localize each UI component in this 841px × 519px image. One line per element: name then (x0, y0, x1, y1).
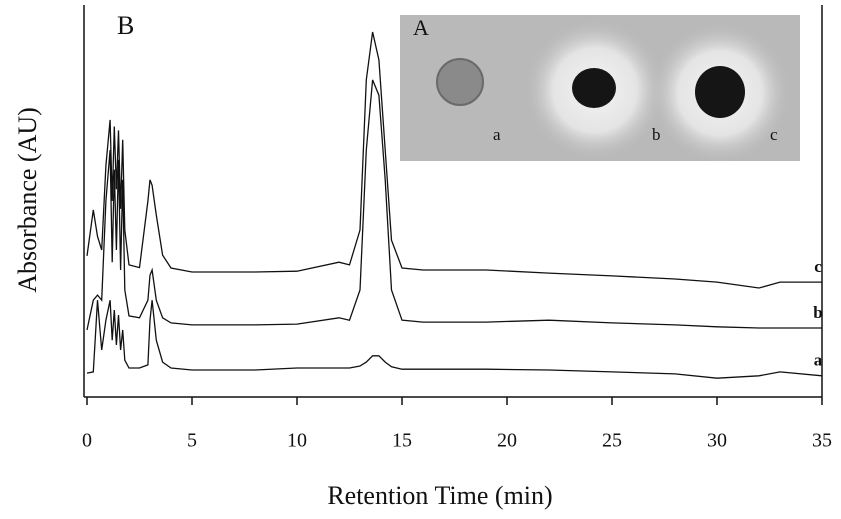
x-tick-label: 0 (82, 430, 92, 452)
spot (436, 58, 484, 106)
x-tick-label: 10 (287, 430, 307, 452)
x-tick-label: 30 (707, 430, 727, 452)
spot-label: a (493, 125, 501, 144)
x-tick-label: 35 (812, 430, 832, 452)
y-axis-title: Absorbance (AU) (13, 107, 42, 293)
series-label: b (813, 303, 822, 322)
spot (695, 66, 745, 118)
inset-image: A a b c (400, 15, 800, 163)
spot-label: b (652, 125, 661, 144)
x-tick-label: 25 (602, 430, 622, 452)
x-tick-label: 20 (497, 430, 517, 452)
x-axis-title: Retention Time (min) (327, 481, 552, 510)
series-label: c (814, 257, 822, 276)
series-label: a (814, 351, 823, 370)
x-tick-label: 5 (187, 430, 197, 452)
series-line (86, 31, 822, 289)
spot-label: c (770, 125, 778, 144)
x-tick-label: 15 (392, 430, 412, 452)
series-line (86, 79, 822, 331)
panel-label: B (117, 11, 134, 40)
inset-label: A (413, 15, 429, 40)
spot (572, 68, 616, 108)
series-line (86, 300, 823, 379)
